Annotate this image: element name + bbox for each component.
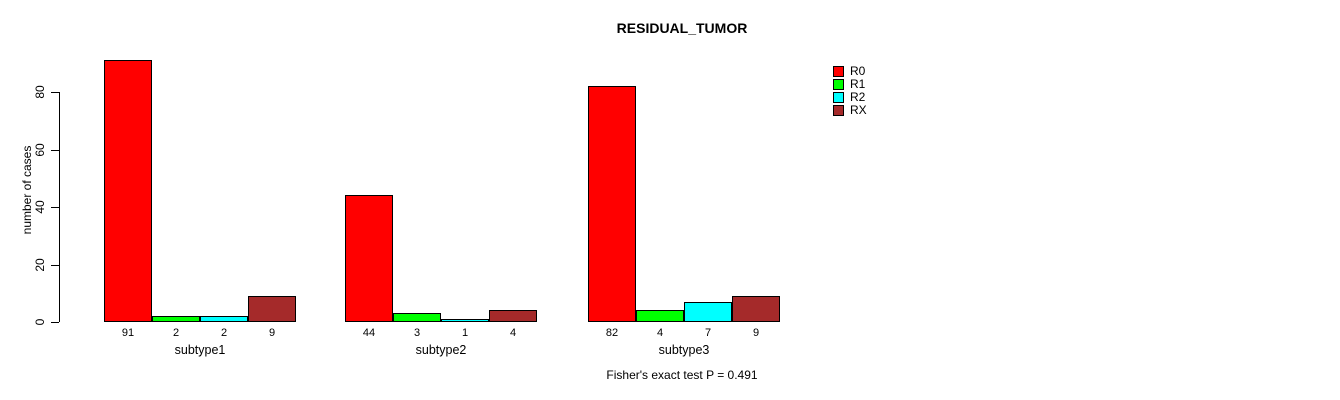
bar-value-label: 82 — [605, 327, 619, 339]
bar-value-label: 91 — [121, 327, 135, 339]
legend-swatch-R2 — [833, 92, 844, 103]
category-label-subtype2: subtype2 — [415, 343, 467, 357]
category-label-subtype1: subtype1 — [174, 343, 226, 357]
bar-subtype3-R2 — [684, 302, 732, 322]
bar-subtype2-R0 — [345, 195, 393, 322]
bar-subtype3-RX — [732, 296, 780, 322]
bar-subtype1-R1 — [152, 316, 200, 322]
bar-value-label: 7 — [704, 327, 712, 339]
y-axis-tick-label: 0 — [33, 318, 47, 326]
bar-subtype1-R0 — [104, 60, 152, 322]
bar-subtype2-R2 — [441, 319, 489, 322]
y-axis-tick-label: 80 — [33, 85, 47, 99]
fisher-test-note: Fisher's exact test P = 0.491 — [606, 368, 758, 382]
legend-swatch-R0 — [833, 66, 844, 77]
category-label-subtype3: subtype3 — [658, 343, 710, 357]
y-axis-line — [59, 92, 60, 322]
bar-subtype1-R2 — [200, 316, 248, 322]
bar-subtype1-RX — [248, 296, 296, 322]
bar-subtype3-R0 — [588, 86, 636, 322]
y-axis-tick — [51, 207, 59, 208]
y-axis-tick — [51, 92, 59, 93]
bar-value-label: 3 — [413, 327, 421, 339]
legend-row-R0: R0 — [833, 65, 867, 78]
bar-value-label: 4 — [509, 327, 517, 339]
bar-value-label: 1 — [461, 327, 469, 339]
y-axis-tick — [51, 322, 59, 323]
y-axis-tick-label: 60 — [33, 142, 47, 157]
legend-label-R1: R1 — [850, 77, 866, 91]
bar-value-label: 2 — [172, 327, 180, 339]
legend: R0 R1 R2 RX — [833, 65, 867, 117]
legend-label-RX: RX — [850, 103, 867, 117]
legend-swatch-RX — [833, 105, 844, 116]
bar-value-label: 9 — [268, 327, 276, 339]
legend-label-R0: R0 — [850, 64, 866, 78]
legend-row-RX: RX — [833, 104, 867, 117]
bar-subtype2-RX — [489, 310, 537, 322]
bar-value-label: 9 — [752, 327, 760, 339]
y-axis-label: number of cases — [20, 145, 34, 235]
y-axis-tick-label: 20 — [33, 257, 47, 272]
bar-value-label: 2 — [220, 327, 228, 339]
legend-row-R1: R1 — [833, 78, 867, 91]
chart-title: RESIDUAL_TUMOR — [616, 20, 748, 36]
legend-swatch-R1 — [833, 79, 844, 90]
bar-subtype2-R1 — [393, 313, 441, 322]
bar-subtype3-R1 — [636, 310, 684, 322]
y-axis-tick-label: 40 — [33, 200, 47, 214]
bar-value-label: 44 — [362, 327, 376, 339]
legend-row-R2: R2 — [833, 91, 867, 104]
bar-value-label: 4 — [656, 327, 664, 339]
legend-label-R2: R2 — [850, 90, 866, 104]
y-axis-tick — [51, 264, 59, 266]
y-axis-tick — [51, 149, 59, 151]
